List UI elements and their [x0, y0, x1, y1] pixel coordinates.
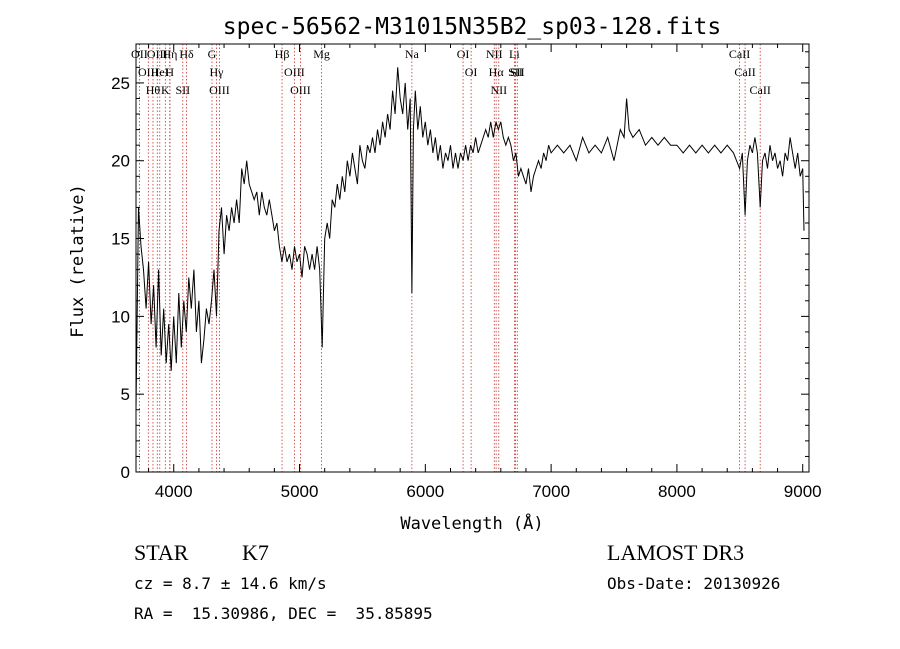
line-marker-label: Hβ	[275, 47, 290, 61]
line-marker-label: OI	[465, 65, 478, 79]
line-marker-label: SII	[175, 83, 190, 97]
chart-title: spec-56562-M31015N35B2_sp03-128.fits	[223, 14, 722, 40]
line-marker-label: OIII	[209, 83, 230, 97]
y-tick-label: 5	[121, 385, 130, 404]
survey-name: LAMOST DR3	[607, 540, 745, 565]
line-marker-label: OI	[457, 47, 470, 61]
x-tick-label: 5000	[281, 482, 319, 501]
line-marker-label: Hδ	[179, 47, 194, 61]
y-axis-label: Flux (relative)	[68, 184, 88, 338]
object-class: STAR	[134, 540, 189, 565]
line-marker-label: G	[208, 47, 217, 61]
line-marker-label: CaII	[729, 47, 750, 61]
y-tick-label: 15	[111, 230, 130, 249]
line-marker-label: Hγ	[210, 65, 225, 79]
line-marker-label: SII	[508, 65, 523, 79]
y-tick-label: 0	[121, 463, 130, 482]
plot-frame	[135, 43, 810, 473]
line-marker-label: OIII	[284, 65, 305, 79]
line-marker-label: Hθ	[146, 83, 161, 97]
x-tick-label: 6000	[406, 482, 444, 501]
line-marker-label: CaII	[734, 65, 755, 79]
line-marker-label: Mg	[313, 47, 330, 61]
line-marker-label: Hα	[489, 65, 505, 79]
line-marker-label: Li	[509, 47, 520, 61]
y-tick-label: 10	[111, 307, 130, 326]
ra-dec-coordinates: RA = 15.30986, DEC = 35.85895	[134, 604, 433, 623]
line-marker-label: OII	[131, 47, 148, 61]
line-marker-label: OIII	[290, 83, 311, 97]
x-tick-label: 9000	[784, 482, 822, 501]
line-marker-label: Na	[405, 47, 420, 61]
line-marker-label: CaII	[750, 83, 771, 97]
y-axis-ticks: 0 5 10 15 20 25	[111, 51, 809, 482]
x-tick-label: 7000	[532, 482, 570, 501]
line-marker-label: OIII	[138, 65, 159, 79]
line-marker-label: H	[165, 65, 174, 79]
line-marker-label: SII	[510, 65, 525, 79]
line-marker-label: HeI	[151, 65, 169, 79]
y-tick-label: 25	[111, 74, 130, 93]
observation-date: Obs-Date: 20130926	[607, 574, 781, 593]
line-marker-label: NII	[486, 47, 503, 61]
object-subclass: K7	[242, 540, 269, 565]
y-tick-label: 20	[111, 152, 130, 171]
line-marker-label: K	[161, 83, 170, 97]
line-markers	[138, 44, 761, 472]
line-marker-label: NII	[490, 83, 507, 97]
redshift-velocity: cz = 8.7 ± 14.6 km/s	[134, 574, 327, 593]
x-axis-label: Wavelength (Å)	[400, 512, 543, 534]
line-marker-label: OIII	[147, 47, 168, 61]
x-axis-ticks: 4000 5000 6000 7000 8000 9000	[148, 44, 822, 501]
x-tick-label: 4000	[155, 482, 193, 501]
spectrum-line	[135, 67, 805, 410]
x-tick-label: 8000	[658, 482, 696, 501]
line-marker-label: Hη	[162, 47, 177, 61]
